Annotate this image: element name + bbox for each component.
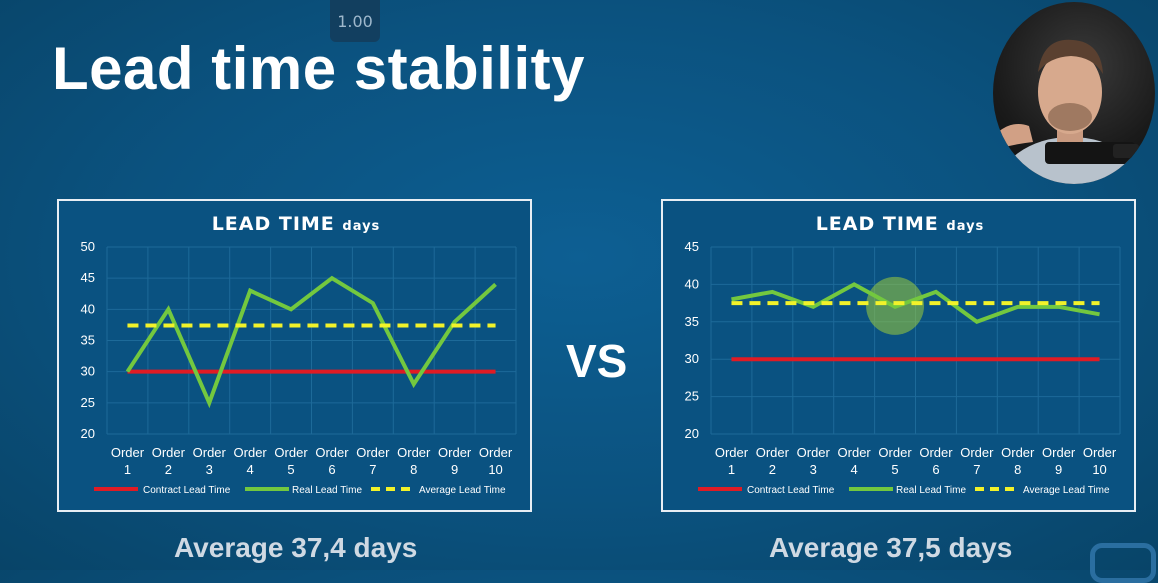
y-tick-label: 20 [81,426,95,441]
x-tick-label: Order 8 [1001,445,1035,477]
x-tick-label: Order 5 [274,445,308,477]
x-tick-label-line: 3 [810,462,817,477]
x-tick-label-line: Order [356,445,390,460]
chart-title-unit: days [342,219,380,234]
x-tick-label-line: 6 [328,462,335,477]
x-tick-label-line: 10 [488,462,502,477]
legend-label: Contract Lead Time [143,485,231,496]
x-tick-label-line: 1 [728,462,735,477]
x-tick-label-line: Order [438,445,472,460]
x-tick-label-line: 10 [1092,462,1106,477]
x-tick-label: Order 1 [111,445,145,477]
y-tick-label: 25 [81,395,95,410]
x-tick-label: Order 4 [234,445,268,477]
x-tick-label-line: Order [234,445,268,460]
legend-label: Contract Lead Time [747,485,835,496]
x-tick-label: Order 3 [193,445,227,477]
x-tick-label: Order 10 [1083,445,1117,477]
x-tick-label: Order 4 [838,445,872,477]
average-caption-right: Average 37,5 days [769,532,1012,564]
x-tick-label-line: 9 [451,462,458,477]
x-tick-label-line: 9 [1055,462,1062,477]
y-tick-label: 50 [81,239,95,254]
x-tick-label-line: 5 [287,462,294,477]
x-tick-label-line: 6 [932,462,939,477]
x-tick-label-line: 1 [124,462,131,477]
x-tick-label-line: Order [479,445,513,460]
chart-title: LEAD TIME days [212,213,381,235]
x-tick-label: Order 7 [356,445,390,477]
legend-label: Real Lead Time [292,485,362,496]
chart-title-unit: days [946,219,984,234]
x-tick-label: Order 2 [756,445,790,477]
x-tick-label: Order 1 [715,445,749,477]
average-caption-left: Average 37,4 days [174,532,417,564]
corner-logo-badge [1090,543,1156,583]
x-tick-label-line: Order [193,445,227,460]
x-tick-label-line: 4 [247,462,254,477]
x-tick-label-line: Order [315,445,349,460]
x-tick-label-line: Order [111,445,145,460]
x-tick-label-line: Order [838,445,872,460]
y-tick-label: 35 [685,314,699,329]
x-tick-label: Order 8 [397,445,431,477]
x-tick-label-line: Order [797,445,831,460]
x-tick-label-line: 3 [206,462,213,477]
x-tick-label-line: Order [960,445,994,460]
y-tick-label: 40 [685,276,699,291]
presenter-webcam-image [993,2,1155,184]
x-tick-label: Order 3 [797,445,831,477]
x-tick-label: Order 7 [960,445,994,477]
x-tick-label-line: 8 [1014,462,1021,477]
x-tick-label-line: Order [152,445,186,460]
x-tick-label-line: Order [715,445,749,460]
x-tick-label: Order 5 [878,445,912,477]
x-tick-label: Order 10 [479,445,513,477]
x-tick-label-line: Order [919,445,953,460]
x-tick-label-line: Order [878,445,912,460]
x-tick-label-line: Order [397,445,431,460]
x-tick-label-line: Order [1001,445,1035,460]
x-tick-label: Order 9 [438,445,472,477]
x-tick-label-line: 7 [973,462,980,477]
legend-label: Average Lead Time [419,485,506,496]
x-tick-label-line: 4 [851,462,858,477]
x-tick-label-line: Order [1042,445,1076,460]
x-tick-label-line: 2 [165,462,172,477]
x-tick-label: Order 2 [152,445,186,477]
legend-label: Real Lead Time [896,485,966,496]
x-tick-label-line: 7 [369,462,376,477]
presenter-webcam [993,2,1155,184]
y-tick-label: 35 [81,333,95,348]
x-tick-label: Order 6 [315,445,349,477]
y-tick-label: 25 [685,389,699,404]
y-tick-label: 45 [685,239,699,254]
y-tick-label: 40 [81,301,95,316]
x-tick-label-line: 8 [410,462,417,477]
x-tick-label-line: 2 [769,462,776,477]
x-tick-label-line: Order [274,445,308,460]
y-tick-label: 20 [685,426,699,441]
legend-label: Average Lead Time [1023,485,1110,496]
x-tick-label-line: Order [756,445,790,460]
y-tick-label: 45 [81,270,95,285]
chart-title: LEAD TIME days [816,213,985,235]
x-tick-label-line: 5 [891,462,898,477]
y-tick-label: 30 [81,364,95,379]
x-tick-label: Order 9 [1042,445,1076,477]
y-tick-label: 30 [685,351,699,366]
x-tick-label-line: Order [1083,445,1117,460]
slide-title: Lead time stability [52,34,585,103]
x-tick-label: Order 6 [919,445,953,477]
vs-label: VS [566,334,627,388]
